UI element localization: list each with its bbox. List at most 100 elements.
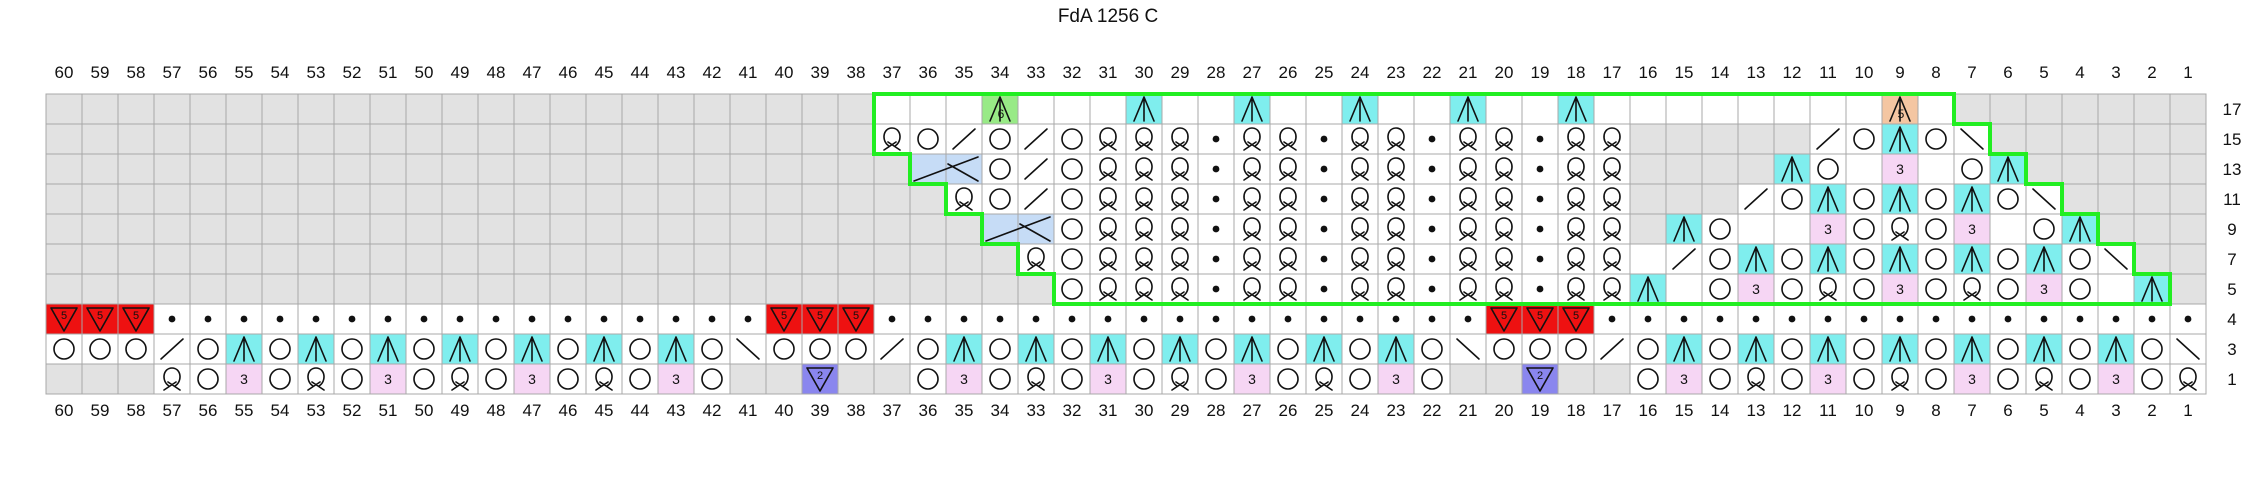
stitch-cell <box>2133 183 2171 215</box>
stitch-cell <box>117 243 155 275</box>
stitch-cell <box>1773 333 1811 365</box>
stitch-cell <box>261 333 299 365</box>
stitch-cell <box>585 303 623 335</box>
stitch-cell <box>873 183 911 215</box>
stitch-cell <box>1917 213 1955 245</box>
stitch-cell <box>333 183 371 215</box>
stitch-cell <box>585 363 623 395</box>
stitch-cell <box>657 273 695 305</box>
stitch-cell <box>765 183 803 215</box>
column-number: 59 <box>91 63 110 82</box>
svg-text:5: 5 <box>1537 310 1543 322</box>
stitch-cell <box>1557 213 1595 245</box>
stitch-cell <box>1809 243 1847 275</box>
stitch-cell <box>1161 333 1199 365</box>
stitch-cell <box>1125 123 1163 155</box>
stitch-cell <box>621 303 659 335</box>
stitch-cell <box>2097 213 2135 245</box>
stitch-cell <box>1161 363 1199 395</box>
stitch-cell <box>2025 213 2063 245</box>
stitch-cell <box>621 273 659 305</box>
stitch-cell <box>1377 153 1415 185</box>
stitch-cell <box>1917 273 1955 305</box>
stitch-cell <box>297 153 335 185</box>
stitch-cell <box>1917 153 1955 185</box>
svg-text:3: 3 <box>384 371 392 387</box>
column-number: 58 <box>127 401 146 420</box>
column-number: 50 <box>415 63 434 82</box>
stitch-cell <box>225 183 263 215</box>
stitch-cell <box>1125 333 1163 365</box>
column-number: 38 <box>847 63 866 82</box>
stitch-cell <box>1413 303 1451 335</box>
column-number: 40 <box>775 63 794 82</box>
stitch-cell <box>261 213 299 245</box>
stitch-cell <box>2025 333 2063 365</box>
stitch-cell <box>1701 93 1739 125</box>
stitch-cell <box>1521 213 1559 245</box>
stitch-cell <box>1305 213 1343 245</box>
stitch-cell <box>1953 273 1991 305</box>
stitch-cell <box>2169 273 2207 305</box>
stitch-cell <box>1089 123 1127 155</box>
stitch-cell <box>1341 333 1379 365</box>
chart-grid: 6 533 33 3 35 5 5 5 5 5 5 5 53 3 3 3 2 3 3 3 3 2 3 3 3 3 <box>45 93 2207 395</box>
stitch-cell <box>657 213 695 245</box>
stitch-cell <box>1233 333 1271 365</box>
stitch-cell <box>909 153 947 185</box>
stitch-cell <box>1989 273 2027 305</box>
stitch-cell <box>1269 273 1307 305</box>
column-number: 6 <box>2003 401 2012 420</box>
stitch-cell <box>1629 303 1667 335</box>
stitch-cell <box>549 333 587 365</box>
column-number: 37 <box>883 401 902 420</box>
stitch-cell: 3 <box>1953 213 1991 245</box>
stitch-cell <box>801 243 839 275</box>
stitch-cell <box>333 153 371 185</box>
stitch-cell <box>1233 153 1271 185</box>
stitch-cell <box>549 123 587 155</box>
stitch-cell <box>1449 213 1487 245</box>
row-numbers: 17 15 13 11 9 7 5 4 3 1 <box>2223 100 2242 389</box>
stitch-cell <box>45 123 83 155</box>
chart-row-4: 5 5 5 5 5 5 5 5 5 <box>45 303 2207 335</box>
stitch-cell <box>441 93 479 125</box>
stitch-cell <box>693 183 731 215</box>
stitch-cell <box>873 273 911 305</box>
stitch-cell <box>585 333 623 365</box>
svg-text:5: 5 <box>781 310 787 322</box>
stitch-cell <box>153 363 191 395</box>
stitch-cell: 5 <box>1485 303 1523 335</box>
stitch-cell <box>1485 273 1523 305</box>
stitch-cell <box>1233 273 1271 305</box>
stitch-cell <box>441 123 479 155</box>
column-number: 7 <box>1967 63 1976 82</box>
stitch-cell <box>189 303 227 335</box>
stitch-cell <box>333 243 371 275</box>
stitch-cell <box>81 153 119 185</box>
chart-row-7 <box>45 243 2207 275</box>
stitch-cell <box>261 273 299 305</box>
stitch-cell <box>1449 93 1487 125</box>
stitch-cell <box>729 123 767 155</box>
stitch-cell <box>1881 303 1919 335</box>
stitch-cell: 5 <box>81 303 119 335</box>
column-number: 37 <box>883 63 902 82</box>
stitch-cell <box>81 213 119 245</box>
stitch-cell <box>2133 303 2171 335</box>
stitch-cell <box>1809 183 1847 215</box>
stitch-cell <box>2097 273 2135 305</box>
stitch-cell <box>1593 273 1631 305</box>
column-number: 51 <box>379 401 398 420</box>
column-number: 2 <box>2147 401 2156 420</box>
column-number: 6 <box>2003 63 2012 82</box>
stitch-cell <box>1449 273 1487 305</box>
stitch-cell <box>2061 183 2099 215</box>
stitch-cell <box>945 93 983 125</box>
stitch-cell <box>1053 123 1091 155</box>
column-number: 24 <box>1351 63 1370 82</box>
column-number: 26 <box>1279 401 1298 420</box>
stitch-cell <box>1521 93 1559 125</box>
stitch-cell: 3 <box>1233 363 1271 395</box>
stitch-cell <box>1665 243 1703 275</box>
